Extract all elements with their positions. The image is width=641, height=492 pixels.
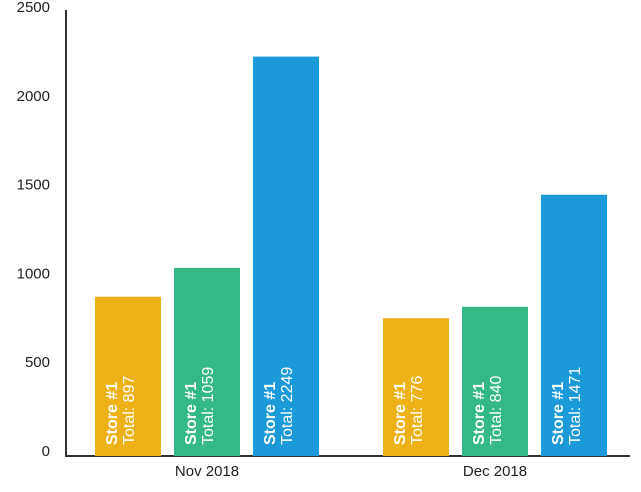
bar — [253, 56, 319, 456]
bar — [541, 194, 607, 456]
bar-value-label: Total: 2249 — [279, 367, 296, 445]
bar — [174, 267, 240, 456]
bar-series-label: Store #1 — [392, 382, 409, 445]
y-tick-label: 2500 — [17, 0, 50, 16]
bar-series-label: Store #1 — [104, 382, 121, 445]
y-tick-label: 1500 — [17, 177, 50, 194]
bar-series-label: Store #1 — [183, 382, 200, 445]
bar — [462, 306, 528, 456]
y-tick-label: 500 — [25, 354, 50, 371]
x-tick-label: Nov 2018 — [175, 463, 239, 480]
bar-series-label: Store #1 — [471, 382, 488, 445]
y-tick-label: 1000 — [17, 265, 50, 282]
bar — [95, 296, 161, 456]
bar-value-label: Total: 897 — [121, 376, 138, 445]
bar-series-label: Store #1 — [262, 382, 279, 445]
bar-value-label: Total: 1471 — [567, 367, 584, 445]
bar-series-label: Store #1 — [550, 382, 567, 445]
bar — [383, 318, 449, 456]
x-tick-label: Dec 2018 — [463, 463, 527, 480]
y-tick-label: 2000 — [17, 88, 50, 105]
bar-value-label: Total: 776 — [409, 376, 426, 445]
y-tick-label: 0 — [42, 443, 50, 460]
bar-value-label: Total: 1059 — [200, 367, 217, 445]
bar-value-label: Total: 840 — [488, 376, 505, 445]
